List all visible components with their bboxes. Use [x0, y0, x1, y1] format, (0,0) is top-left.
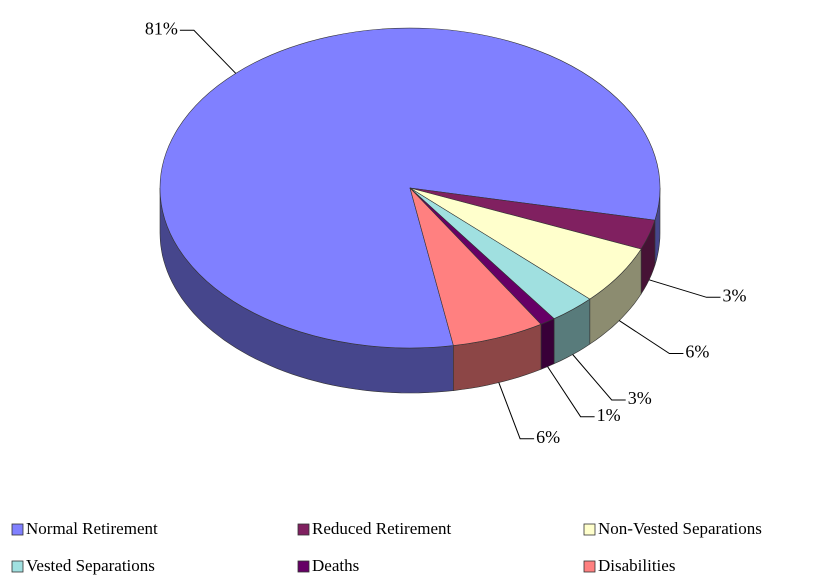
- leader-line: [179, 29, 237, 74]
- slice-side: [540, 318, 555, 370]
- legend-swatch: [11, 523, 24, 536]
- pie: [159, 27, 661, 394]
- legend-label: Normal Retirement: [26, 519, 158, 538]
- legend-swatch: [297, 560, 310, 573]
- legend-swatch: [583, 523, 596, 536]
- leader-line: [648, 279, 721, 298]
- legend-label: Non-Vested Separations: [598, 519, 762, 538]
- leader-line: [572, 354, 626, 401]
- leader-line: [547, 366, 595, 418]
- leader-line: [498, 382, 535, 440]
- data-labels: 81% 3% 6% 3% 1% 6%: [145, 18, 747, 446]
- slice: [159, 27, 661, 349]
- legend-label: Deaths: [312, 556, 359, 575]
- legend-label: Reduced Retirement: [312, 519, 452, 538]
- legend-label: Disabilities: [598, 556, 675, 575]
- data-label: 1%: [597, 405, 621, 425]
- legend: Normal Retirement Reduced Retirement Non-V…: [11, 519, 762, 575]
- leader-line: [618, 320, 684, 354]
- data-label: 6%: [685, 342, 709, 362]
- legend-swatch: [11, 560, 24, 573]
- slice: [409, 187, 542, 346]
- data-label: 6%: [536, 427, 560, 447]
- data-label: 3%: [722, 285, 746, 305]
- data-label: 81%: [145, 18, 178, 38]
- legend-swatch: [583, 560, 596, 573]
- data-label: 3%: [628, 388, 652, 408]
- legend-label: Vested Separations: [26, 556, 155, 575]
- legend-swatch: [297, 523, 310, 536]
